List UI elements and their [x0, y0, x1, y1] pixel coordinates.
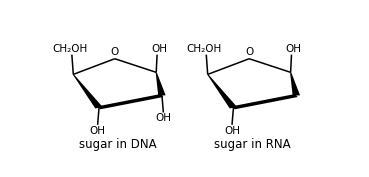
Text: OH: OH — [90, 125, 106, 136]
Text: OH: OH — [151, 44, 168, 54]
Text: OH: OH — [155, 113, 171, 123]
Text: sugar in RNA: sugar in RNA — [214, 138, 290, 151]
Polygon shape — [98, 94, 163, 109]
Text: O: O — [111, 47, 119, 57]
Text: CH₂OH: CH₂OH — [186, 44, 222, 54]
Text: OH: OH — [224, 125, 240, 136]
Text: CH₂OH: CH₂OH — [52, 44, 87, 54]
Polygon shape — [73, 74, 103, 109]
Text: OH: OH — [286, 44, 302, 54]
Polygon shape — [232, 94, 298, 109]
Text: sugar in DNA: sugar in DNA — [79, 138, 156, 151]
Polygon shape — [290, 72, 300, 96]
Text: O: O — [245, 47, 253, 57]
Polygon shape — [207, 74, 237, 109]
Polygon shape — [156, 72, 166, 96]
